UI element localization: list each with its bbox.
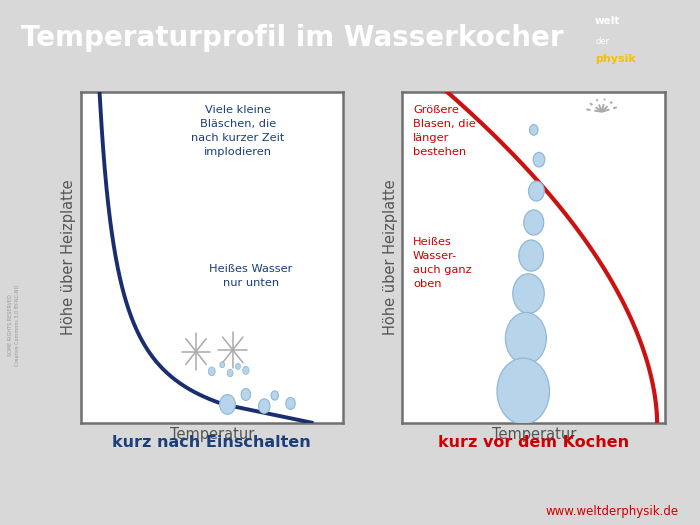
Text: Heißes Wasser
nur unten: Heißes Wasser nur unten [209,264,293,288]
Text: SOME RIGHTS RESERVED: SOME RIGHTS RESERVED [8,295,13,356]
Text: Heißes
Wasser-
auch ganz
oben: Heißes Wasser- auch ganz oben [413,237,472,289]
Text: kurz nach Einschalten: kurz nach Einschalten [112,435,311,450]
Circle shape [512,274,545,313]
Circle shape [220,394,235,414]
Circle shape [228,370,233,376]
Circle shape [236,363,240,370]
Text: Größere
Blasen, die
länger
bestehen: Größere Blasen, die länger bestehen [413,105,476,157]
Circle shape [258,399,270,413]
Circle shape [524,210,544,235]
Text: kurz vor dem Kochen: kurz vor dem Kochen [438,435,629,450]
Circle shape [528,181,545,201]
Text: www.weltderphysik.de: www.weltderphysik.de [546,505,679,518]
X-axis label: Temperatur: Temperatur [491,427,576,442]
X-axis label: Temperatur: Temperatur [169,427,254,442]
Y-axis label: Höhe über Heizplatte: Höhe über Heizplatte [62,180,76,335]
Circle shape [220,362,225,367]
Circle shape [533,152,545,167]
Circle shape [286,397,295,410]
Circle shape [497,358,550,424]
Circle shape [529,124,538,135]
Text: Temperaturprofil im Wasserkocher: Temperaturprofil im Wasserkocher [21,24,564,52]
Text: welt: welt [595,16,620,26]
Circle shape [271,391,279,400]
Circle shape [505,312,547,364]
Circle shape [519,240,543,271]
Circle shape [243,366,249,374]
Text: physik: physik [595,55,636,65]
Circle shape [209,367,215,376]
Y-axis label: Höhe über Heizplatte: Höhe über Heizplatte [384,180,398,335]
Text: der: der [595,37,609,46]
Circle shape [241,388,251,401]
Text: Creative Commons 3.0 BY-NC-ND: Creative Commons 3.0 BY-NC-ND [15,285,20,366]
Text: Viele kleine
Bläschen, die
nach kurzer Zeit
implodieren: Viele kleine Bläschen, die nach kurzer Z… [191,105,285,157]
